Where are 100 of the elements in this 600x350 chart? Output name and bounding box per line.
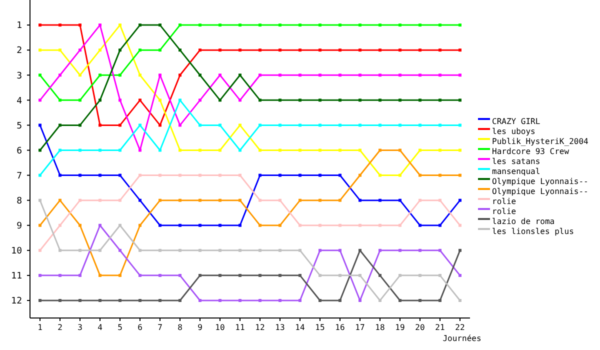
point — [398, 24, 402, 27]
point — [278, 174, 282, 177]
point — [198, 124, 202, 127]
point — [438, 198, 442, 202]
point — [138, 298, 142, 302]
point — [78, 174, 82, 177]
point — [338, 74, 342, 77]
point — [38, 148, 42, 152]
point — [198, 48, 202, 52]
point — [58, 274, 62, 277]
point — [458, 24, 462, 27]
point — [78, 74, 82, 77]
point — [438, 48, 442, 52]
point — [78, 298, 82, 302]
point — [78, 198, 82, 202]
point — [218, 48, 222, 52]
point — [358, 174, 362, 177]
point — [138, 74, 142, 77]
x-tick-label: 1 — [38, 323, 43, 332]
point — [58, 48, 62, 52]
point — [278, 98, 282, 102]
point — [378, 198, 382, 202]
point — [418, 148, 422, 152]
point — [458, 224, 462, 227]
point — [318, 24, 322, 27]
point — [118, 74, 122, 77]
point — [158, 48, 162, 52]
y-tick-label: 2 — [16, 46, 22, 56]
point — [58, 224, 62, 227]
legend-label: les satans — [492, 157, 540, 166]
point — [198, 298, 202, 302]
point — [458, 148, 462, 152]
point — [118, 274, 122, 277]
point — [418, 198, 422, 202]
x-tick-label: 2 — [58, 323, 63, 332]
point — [258, 74, 262, 77]
point — [338, 248, 342, 252]
point — [138, 124, 142, 127]
line-series — [38, 24, 462, 152]
legend-label: lazio de roma — [492, 217, 555, 226]
point — [318, 298, 322, 302]
point — [418, 224, 422, 227]
point — [378, 48, 382, 52]
point — [98, 298, 102, 302]
point — [58, 24, 62, 27]
point — [318, 124, 322, 127]
point — [138, 98, 142, 102]
point — [138, 24, 142, 27]
y-tick-label: 5 — [16, 121, 22, 132]
point — [438, 248, 442, 252]
point — [398, 48, 402, 52]
legend-label: Publik_HysteriK_2004 — [492, 137, 589, 146]
point — [398, 248, 402, 252]
x-tick-label: 19 — [395, 323, 405, 332]
x-tick-label: 14 — [295, 323, 305, 332]
point — [398, 124, 402, 127]
point — [118, 98, 122, 102]
point — [318, 48, 322, 52]
point — [378, 274, 382, 277]
point — [138, 48, 142, 52]
point — [98, 274, 102, 277]
point — [118, 48, 122, 52]
point — [258, 148, 262, 152]
point — [38, 174, 42, 177]
point — [458, 174, 462, 177]
point — [238, 224, 242, 227]
point — [78, 124, 82, 127]
point — [158, 224, 162, 227]
x-tick-label: 3 — [78, 323, 83, 332]
point — [278, 198, 282, 202]
y-tick-label: 12 — [11, 296, 22, 307]
point — [238, 148, 242, 152]
point — [418, 248, 422, 252]
point — [198, 148, 202, 152]
point — [418, 298, 422, 302]
point — [378, 24, 382, 27]
point — [258, 198, 262, 202]
point — [38, 98, 42, 102]
point — [238, 124, 242, 127]
point — [358, 24, 362, 27]
point — [158, 24, 162, 27]
x-tick-label: 9 — [198, 323, 203, 332]
point — [138, 248, 142, 252]
point — [418, 24, 422, 27]
point — [78, 224, 82, 227]
point — [238, 298, 242, 302]
x-tick-label: 6 — [138, 323, 143, 332]
point — [298, 174, 302, 177]
x-tick-label: 17 — [355, 323, 365, 332]
point — [258, 274, 262, 277]
point — [338, 24, 342, 27]
point — [358, 48, 362, 52]
point — [178, 198, 182, 202]
point — [138, 198, 142, 202]
point — [278, 224, 282, 227]
point — [238, 74, 242, 77]
point — [358, 124, 362, 127]
point — [178, 224, 182, 227]
point — [118, 224, 122, 227]
point — [258, 124, 262, 127]
